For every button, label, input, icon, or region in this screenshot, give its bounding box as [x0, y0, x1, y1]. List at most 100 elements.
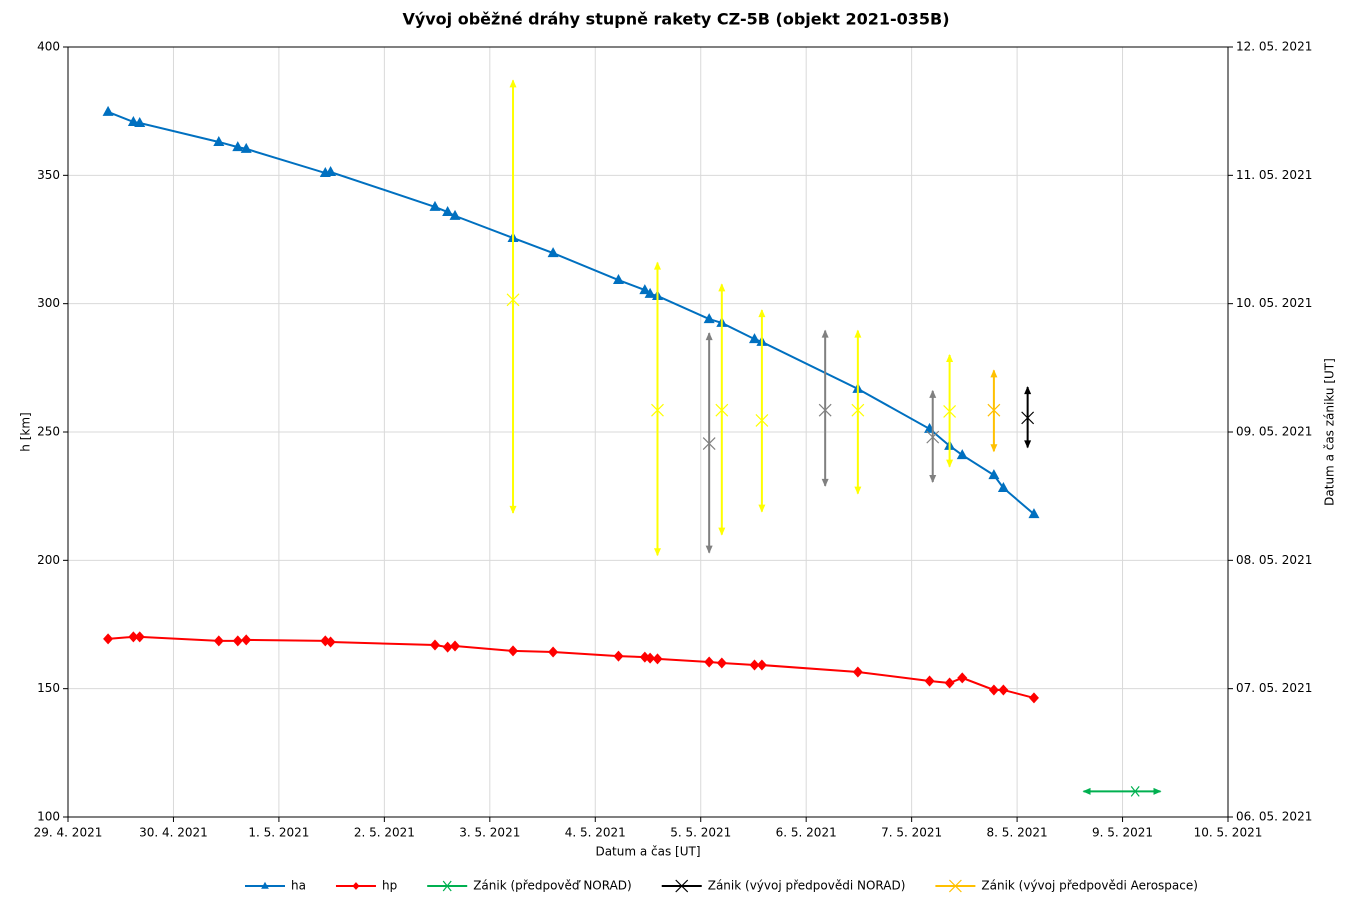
y2-tick-label: 11. 05. 2021: [1236, 168, 1312, 182]
marker: [613, 650, 624, 662]
marker: [442, 641, 453, 653]
marker: [818, 403, 832, 417]
y2-tick-label: 10. 05. 2021: [1236, 296, 1312, 310]
y-tick-label: 200: [37, 553, 60, 567]
x-tick-label: 2. 5. 2021: [354, 826, 415, 840]
y2-tick-label: 06. 05. 2021: [1236, 810, 1312, 824]
arrow-head: [653, 261, 661, 270]
y2-axis-label: Datum a čas zániku [UT]: [1323, 358, 1337, 506]
legend-marker: [261, 881, 269, 889]
marker: [429, 200, 441, 211]
x-tick-label: 7. 5. 2021: [881, 826, 942, 840]
arrow-head: [1024, 386, 1032, 395]
marker: [612, 274, 624, 285]
marker: [639, 284, 651, 295]
marker: [325, 165, 337, 176]
marker: [645, 652, 656, 664]
arrow-head: [1153, 787, 1162, 795]
marker: [703, 313, 715, 324]
marker: [644, 287, 656, 298]
marker: [240, 142, 252, 153]
arrow-head: [705, 332, 713, 341]
arrow-head: [990, 369, 998, 378]
marker: [506, 293, 520, 307]
x-tick-label: 29. 4. 2021: [34, 826, 103, 840]
legend-label: ha: [291, 879, 306, 893]
marker: [987, 403, 1001, 417]
arrow-head: [854, 486, 862, 495]
marker: [450, 640, 461, 652]
marker: [213, 635, 224, 647]
y2-tick-label: 09. 05. 2021: [1236, 425, 1312, 439]
arrow-head: [509, 79, 517, 88]
marker: [1028, 508, 1040, 519]
marker: [988, 684, 999, 696]
marker: [944, 677, 955, 689]
arrow-head: [718, 283, 726, 292]
marker: [325, 636, 336, 648]
marker: [103, 633, 114, 645]
arrow-head: [705, 545, 713, 554]
marker: [127, 115, 139, 126]
marker: [749, 659, 760, 671]
marker: [548, 646, 559, 658]
y-tick-label: 150: [37, 681, 60, 695]
y-tick-label: 300: [37, 296, 60, 310]
marker: [449, 209, 461, 220]
marker: [851, 403, 865, 417]
marker: [232, 635, 243, 647]
arrow-head: [718, 527, 726, 536]
arrow-head: [821, 329, 829, 338]
marker: [134, 631, 145, 643]
marker: [652, 653, 663, 665]
x-tick-label: 9. 5. 2021: [1092, 826, 1153, 840]
legend-label: Zánik (vývoj předpovědi Aerospace): [981, 879, 1198, 893]
marker: [988, 469, 1000, 480]
series-line: [107, 111, 1035, 515]
x-tick-label: 3. 5. 2021: [459, 826, 520, 840]
marker: [943, 405, 957, 418]
marker: [547, 247, 559, 258]
marker: [702, 437, 716, 450]
x-tick-label: 5. 5. 2021: [670, 826, 731, 840]
arrow-head: [509, 505, 517, 514]
arrow-head: [929, 389, 937, 398]
legend-label: Zánik (předpověď NORAD): [473, 879, 632, 893]
marker: [716, 657, 727, 669]
arrow-head: [1024, 440, 1032, 449]
y2-tick-label: 12. 05. 2021: [1236, 40, 1312, 54]
y-tick-label: 250: [37, 425, 60, 439]
x-tick-label: 6. 5. 2021: [776, 826, 837, 840]
marker: [213, 135, 225, 146]
arrow-head: [758, 309, 766, 318]
marker: [1021, 411, 1035, 425]
x-tick-label: 30. 4. 2021: [139, 826, 208, 840]
arrow-head: [653, 548, 661, 557]
arrow-head: [929, 475, 937, 484]
x-tick-label: 8. 5. 2021: [987, 826, 1048, 840]
marker: [852, 666, 863, 678]
marker: [241, 634, 252, 646]
marker: [749, 333, 761, 344]
y2-tick-label: 08. 05. 2021: [1236, 553, 1312, 567]
arrow-head: [946, 354, 954, 362]
marker: [651, 403, 664, 417]
arrow-head: [854, 329, 862, 338]
x-tick-label: 4. 5. 2021: [565, 826, 626, 840]
arrow-head: [758, 504, 766, 513]
marker: [926, 430, 940, 444]
marker: [442, 206, 454, 217]
x-axis-label: Datum a čas [UT]: [595, 845, 700, 859]
x-tick-label: 1. 5. 2021: [248, 826, 309, 840]
marker: [134, 116, 146, 127]
y-tick-label: 100: [37, 810, 60, 824]
marker: [715, 403, 729, 417]
marker: [1028, 692, 1039, 704]
legend-label: hp: [382, 879, 397, 893]
marker: [128, 631, 139, 643]
legend-marker: [352, 882, 360, 890]
marker: [957, 672, 968, 684]
y-axis-label: h [km]: [19, 412, 33, 451]
marker: [755, 414, 769, 427]
